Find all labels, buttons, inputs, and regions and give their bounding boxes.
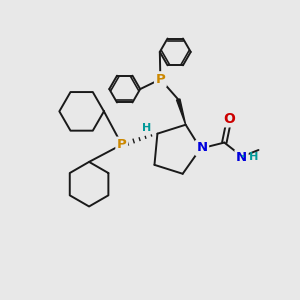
- Text: P: P: [117, 138, 127, 151]
- Text: O: O: [223, 112, 235, 126]
- Text: H: H: [142, 123, 152, 133]
- Text: N: N: [196, 141, 208, 154]
- Text: · H: · H: [242, 152, 259, 161]
- Text: N: N: [236, 151, 247, 164]
- Polygon shape: [176, 99, 186, 125]
- Text: P: P: [155, 73, 165, 86]
